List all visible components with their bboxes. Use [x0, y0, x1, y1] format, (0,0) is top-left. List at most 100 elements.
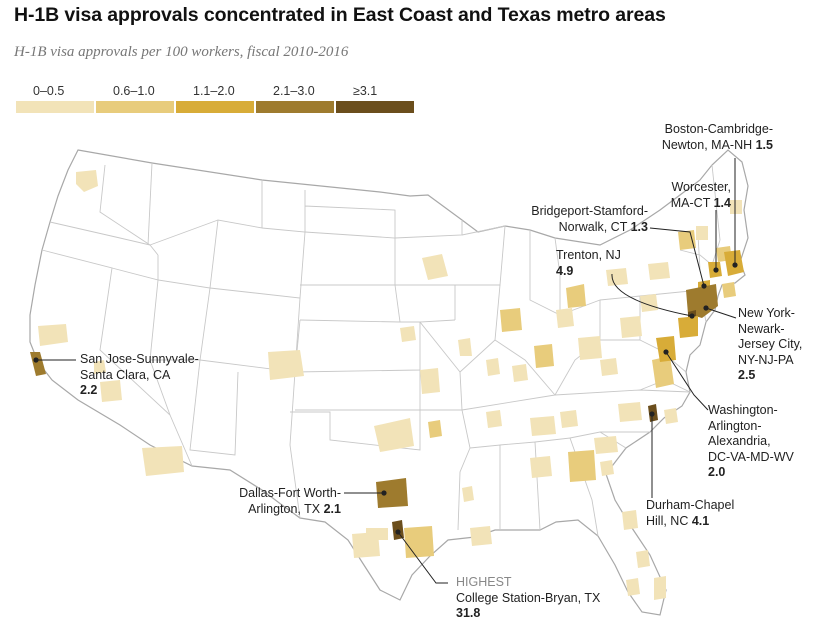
label-value: 1.3	[630, 219, 648, 234]
legend-item: ≥3.1	[336, 84, 414, 113]
legend-item: 1.1–2.0	[176, 84, 254, 113]
leader-bridgeport	[649, 227, 705, 287]
legend-item: 0.6–1.0	[96, 84, 174, 113]
dot-sanjose	[33, 357, 39, 363]
label-line: Trenton, NJ	[556, 248, 621, 262]
metro-area	[470, 526, 492, 546]
label-value: 31.8	[456, 606, 481, 620]
legend-label: 1.1–2.0	[193, 84, 235, 98]
metro-area	[100, 380, 122, 402]
legend-label: 2.1–3.0	[273, 84, 315, 98]
metro-area	[422, 254, 448, 280]
metro-area	[38, 324, 68, 346]
metro-area	[618, 402, 642, 422]
legend-label: ≥3.1	[353, 84, 378, 98]
leader-washington	[665, 351, 709, 411]
label-line: Boston-Cambridge-	[664, 122, 773, 136]
metro-area	[606, 268, 628, 286]
metro-area	[622, 510, 638, 530]
metro-area	[374, 418, 414, 452]
metro-area	[512, 364, 528, 382]
legend-item: 2.1–3.0	[256, 84, 334, 113]
label-dallas: Dallas-Fort Worth- Arlington, TX 2.1	[239, 486, 341, 517]
label-college-station: HIGHEST College Station-Bryan, TX 31.8	[456, 575, 600, 622]
dot-dallas	[381, 490, 387, 496]
label-line: Dallas-Fort Worth-	[239, 486, 341, 500]
legend-swatch	[176, 101, 254, 113]
label-line: Worcester,	[671, 180, 731, 194]
label-line: Alexandria,	[708, 434, 771, 448]
metro-area	[94, 360, 106, 374]
dot-newyork	[703, 305, 709, 311]
metro-area	[530, 456, 552, 478]
legend-swatch	[96, 101, 174, 113]
label-line: Washington-	[708, 403, 778, 417]
metro-area	[534, 344, 554, 368]
metro-area	[648, 262, 670, 280]
label-line: Arlington-	[708, 418, 762, 433]
leader-college	[397, 531, 448, 584]
metro-washington	[656, 336, 676, 362]
metro-area	[268, 350, 304, 380]
metro-area	[420, 368, 440, 394]
metro-area	[636, 550, 650, 568]
metro-area	[500, 308, 522, 332]
metro-area	[640, 294, 658, 312]
legend-swatch	[16, 101, 94, 113]
label-value: 1.5	[755, 137, 773, 152]
label-line: NY-NJ-PA	[738, 352, 794, 367]
label-line: Newton, MA-NH	[661, 137, 753, 152]
label-bridgeport: Bridgeport-Stamford- Norwalk, CT 1.3	[531, 204, 648, 235]
map-title: H-1B visa approvals concentrated in East…	[14, 4, 666, 26]
legend-item: 0–0.5	[16, 84, 94, 113]
legend-swatch	[336, 101, 414, 113]
metro-area	[486, 358, 500, 376]
label-newyork: New York- Newark- Jersey City, NY-NJ-PA …	[738, 306, 802, 384]
label-worcester: Worcester, MA-CT 1.4	[671, 180, 731, 211]
metro-area	[428, 420, 442, 438]
label-line: San Jose-Sunnyvale-	[80, 352, 199, 366]
label-line: Jersey City,	[738, 337, 803, 351]
metro-area	[566, 284, 586, 308]
metro-dallas	[376, 478, 408, 508]
label-line: Arlington, TX	[248, 501, 321, 516]
label-value: 4.9	[556, 263, 574, 278]
metro-area	[458, 338, 472, 356]
label-trenton: Trenton, NJ 4.9	[556, 248, 621, 279]
label-line: Newark-	[738, 321, 785, 336]
label-line: Norwalk, CT	[558, 219, 628, 234]
label-durham: Durham-Chapel Hill, NC 4.1	[646, 498, 734, 529]
metro-area	[652, 356, 674, 388]
leader-dots	[33, 262, 738, 535]
legend-swatch	[256, 101, 334, 113]
metro-area	[600, 358, 618, 376]
metro-area	[664, 408, 678, 424]
label-boston: Boston-Cambridge- Newton, MA-NH 1.5	[662, 122, 773, 153]
metro-area	[142, 446, 184, 476]
metro-area	[600, 460, 614, 476]
legend-label: 0.6–1.0	[113, 84, 155, 98]
label-value: 1.4	[713, 195, 731, 210]
metro-area	[462, 486, 474, 502]
metro-san-jose	[30, 352, 46, 376]
label-value: 2.1	[323, 501, 341, 516]
label-line: MA-CT	[670, 195, 711, 210]
leader-lines	[36, 158, 737, 584]
leader-trenton	[611, 273, 693, 317]
leader-newyork	[705, 307, 737, 319]
legend: 0–0.5 0.6–1.0 1.1–2.0 2.1–3.0 ≥3.1	[16, 84, 416, 113]
dot-bridgeport	[701, 283, 707, 289]
metro-area	[404, 526, 434, 558]
metro-area	[678, 230, 696, 250]
metro-area	[486, 410, 502, 428]
metro-area	[560, 410, 578, 428]
label-value: 2.2	[80, 383, 98, 397]
metro-area	[366, 528, 388, 540]
label-value: 2.5	[738, 368, 756, 382]
legend-label: 0–0.5	[33, 84, 65, 98]
dot-college	[395, 529, 401, 535]
metro-area	[578, 336, 602, 360]
metro-area	[76, 170, 98, 192]
metro-area	[730, 200, 742, 214]
